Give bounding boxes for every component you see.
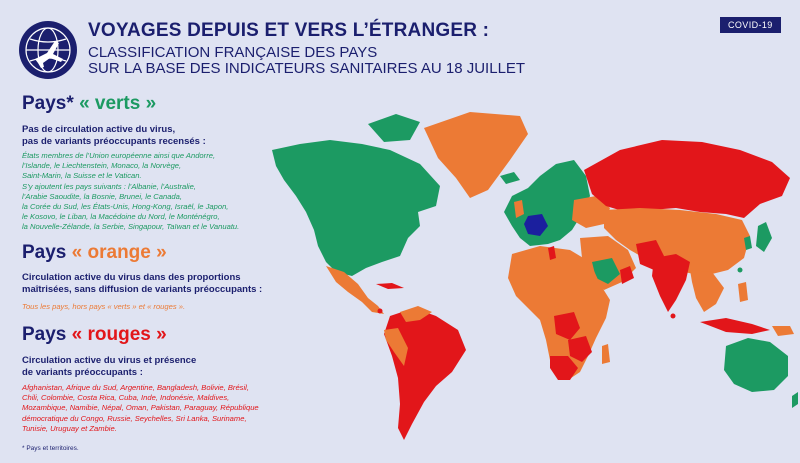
madagascar — [602, 344, 610, 364]
page-subtitle: CLASSIFICATION FRANÇAISE DES PAYS SUR LA… — [88, 45, 525, 77]
eastern-europe — [572, 196, 610, 228]
peru — [384, 328, 408, 366]
list-item: Tunisie, Uruguay et Zambie. — [22, 423, 117, 433]
list-item: démocratique du Congo, Russie, Seychelle… — [22, 413, 247, 423]
costa-rica — [377, 308, 383, 314]
list-item: l’Arabie Saoudite, la Bosnie, Brunei, le… — [22, 191, 182, 201]
russia — [584, 140, 790, 218]
india — [652, 254, 690, 312]
page-title: VOYAGES DEPUIS ET VERS L’ÉTRANGER : — [88, 20, 490, 41]
indonesia — [700, 318, 770, 334]
zambia-mozambique — [568, 336, 592, 362]
orange-country-list: Tous les pays, hors pays « verts » et « … — [22, 302, 185, 312]
green-word: « verts » — [79, 93, 157, 114]
list-item: États membres de l’Union européenne ains… — [22, 151, 216, 160]
list-item: Afghanistan, Afrique du Sud, Argentine, … — [22, 383, 249, 392]
venezuela — [400, 306, 432, 322]
taiwan — [737, 267, 743, 273]
green-prefix: Pays* — [22, 93, 74, 114]
list-item: la Nouvelle-Zélande, la Serbie, Singapou… — [22, 222, 240, 232]
list-item: Saint-Marin, la Suisse et le Vatican. — [22, 171, 142, 181]
red-section-title: Pays « rouges » — [22, 324, 167, 346]
north-america — [272, 140, 440, 276]
red-desc-line: Circulation active du virus et présence — [22, 355, 197, 366]
green-description: Pas de circulation active du virus, pas … — [22, 124, 206, 148]
southeast-asia — [690, 270, 724, 312]
red-country-list: Afghanistan, Afrique du Sud, Argentine, … — [22, 383, 259, 434]
south-america — [384, 308, 466, 440]
list-item: Mozambique, Namibie, Népal, Oman, Pakist… — [22, 403, 259, 413]
saudi-arabia — [592, 258, 620, 284]
philippines — [738, 282, 748, 302]
orange-desc-line: maîtrisées, sans diffusion de variants p… — [22, 284, 263, 295]
papua — [772, 326, 794, 336]
orange-desc-line: Circulation active du virus dans des pro… — [22, 272, 241, 283]
uk — [514, 200, 524, 218]
red-description: Circulation active du virus et présence … — [22, 355, 196, 379]
oman — [620, 266, 634, 284]
subtitle-line-1: CLASSIFICATION FRANÇAISE DES PAYS — [88, 44, 378, 61]
orange-word: « orange » — [71, 242, 167, 263]
green-section-title: Pays* « verts » — [22, 93, 156, 115]
southern-africa — [550, 356, 578, 380]
list-item: la Corée du Sud, les États-Unis, Hong-Ko… — [22, 202, 229, 212]
subtitle-line-2: SUR LA BASE DES INDICATEURS SANITAIRES A… — [88, 60, 526, 77]
red-prefix: Pays — [22, 324, 67, 345]
orange-description: Circulation active du virus dans des pro… — [22, 272, 262, 296]
red-word: « rouges » — [71, 324, 167, 345]
list-item: le Kosovo, le Liban, la Macédoine du Nor… — [22, 212, 220, 222]
korea — [744, 236, 752, 250]
green-desc-line: pas de variants préoccupants recensés : — [22, 136, 206, 147]
cuba — [376, 283, 404, 289]
footnote: * Pays et territoires. — [22, 445, 79, 452]
red-desc-line: de variants préoccupants : — [22, 367, 143, 378]
sri-lanka — [670, 313, 676, 319]
tunisia — [548, 246, 556, 260]
greenland — [424, 112, 528, 198]
green-desc-line: Pas de circulation active du virus, — [22, 124, 176, 135]
covid-badge: COVID-19 — [720, 17, 781, 33]
list-item: Chili, Colombie, Costa Rica, Cuba, Inde,… — [22, 393, 230, 403]
japan — [756, 222, 772, 252]
list-item: S’y ajoutent les pays suivants : l’Alban… — [22, 181, 196, 191]
orange-prefix: Pays — [22, 242, 67, 263]
central-asia-china — [604, 208, 750, 276]
list-item: Tous les pays, hors pays « verts » et « … — [22, 302, 186, 311]
dr-congo — [554, 312, 580, 340]
canada-islands — [368, 114, 420, 142]
orange-section-title: Pays « orange » — [22, 242, 167, 264]
new-zealand — [792, 392, 798, 408]
iceland — [500, 172, 520, 184]
airplane-globe-icon — [19, 21, 77, 79]
france — [524, 214, 548, 236]
mexico-central-america — [326, 266, 384, 314]
australia — [724, 338, 788, 392]
list-item: l’Islande, le Liechtenstein, Monaco, la … — [22, 161, 182, 171]
green-country-list: États membres de l’Union européenne ains… — [22, 151, 239, 233]
